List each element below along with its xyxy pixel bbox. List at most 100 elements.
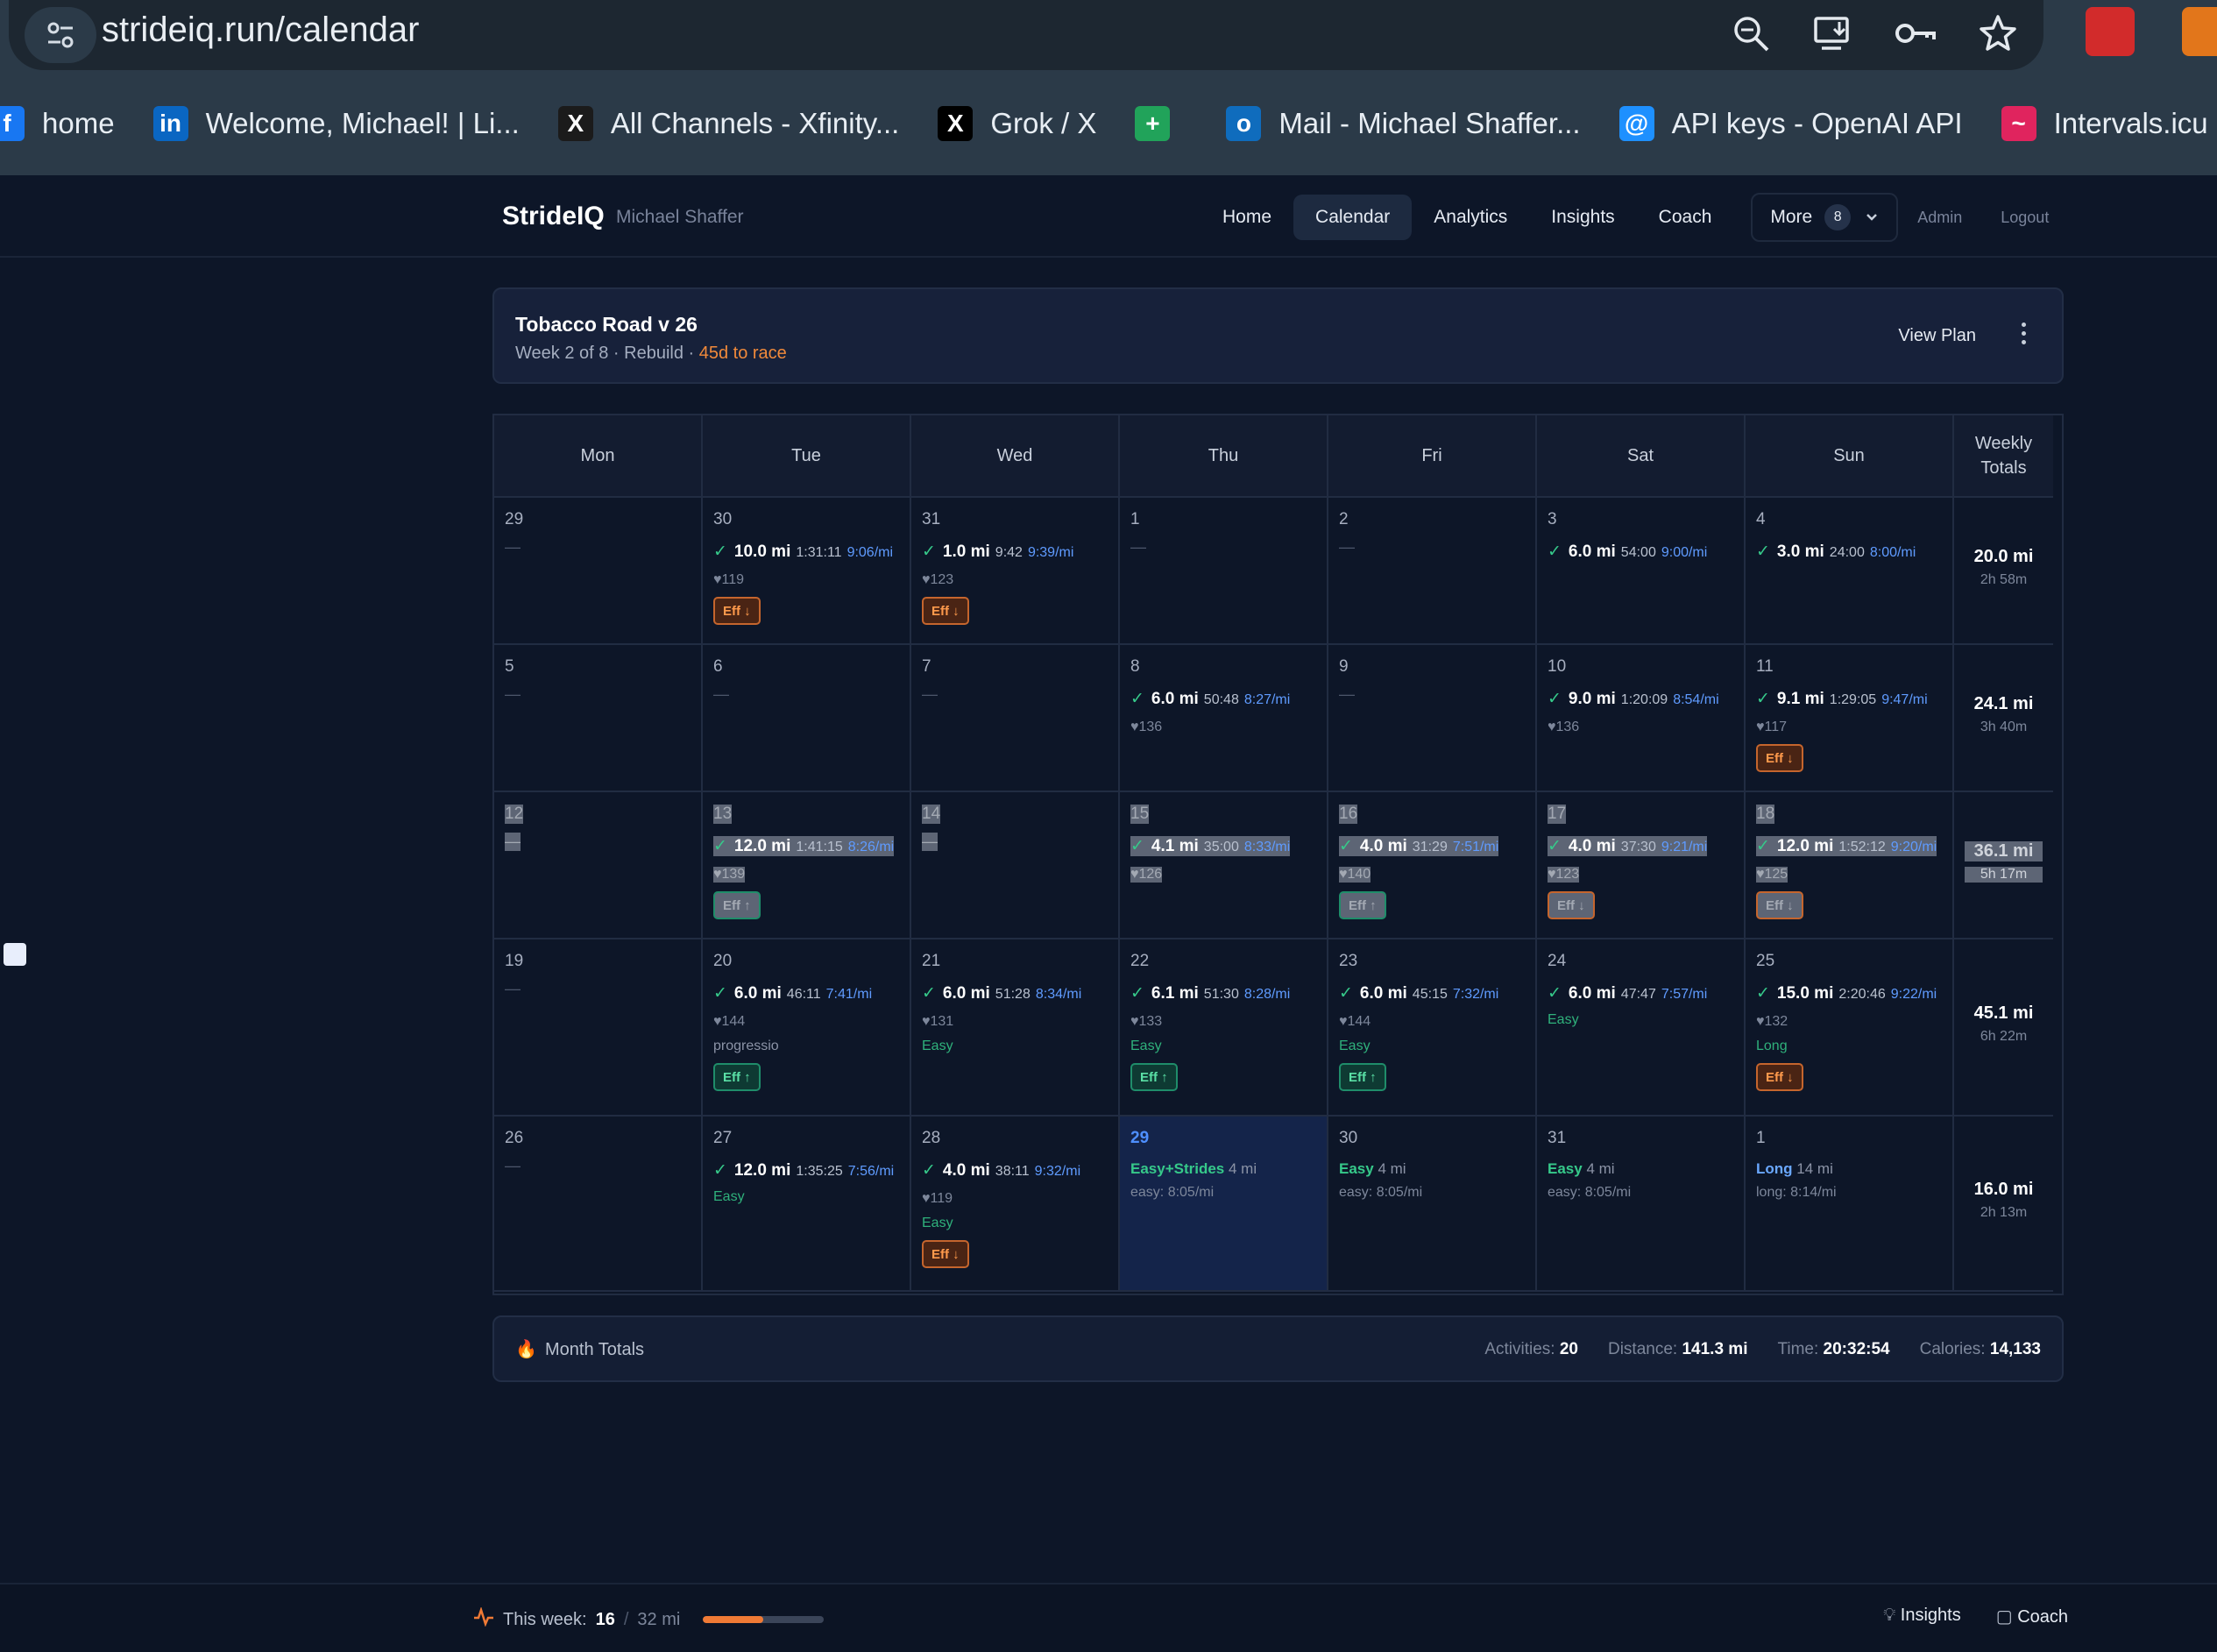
calendar-day-cell[interactable]: 13 ✓ 12.0 mi 1:41:15 8:26/mi ♥139 Eff ↑ xyxy=(703,792,911,939)
zoom-icon[interactable] xyxy=(1726,9,1775,58)
calendar-day-cell[interactable]: 30 Easy 4 mi easy: 8:05/mi xyxy=(1328,1117,1537,1292)
activity-summary[interactable]: ✓ 12.0 mi 1:35:25 7:56/mi xyxy=(713,1160,894,1181)
calendar-day-cell[interactable]: 10 ✓ 9.0 mi 1:20:09 8:54/mi ♥136 xyxy=(1537,645,1746,792)
calendar-day-cell[interactable]: 3 ✓ 6.0 mi 54:00 9:00/mi xyxy=(1537,498,1746,645)
bookmark-item[interactable]: X Grok / X xyxy=(938,106,1096,141)
calendar-day-cell[interactable]: 21 ✓ 6.0 mi 51:28 8:34/mi ♥131 Easy xyxy=(911,939,1120,1117)
calendar-day-cell[interactable]: 16 ✓ 4.0 mi 31:29 7:51/mi ♥140 Eff ↑ xyxy=(1328,792,1537,939)
calendar-day-cell[interactable]: 12 — xyxy=(494,792,703,939)
activity-summary[interactable]: ✓ 12.0 mi 1:52:12 9:20/mi xyxy=(1756,836,1937,856)
activity-summary[interactable]: ✓ 1.0 mi 9:42 9:39/mi xyxy=(922,542,1073,562)
calendar-day-cell[interactable]: 20 ✓ 6.0 mi 46:11 7:41/mi ♥144 progressio Eff ↑ xyxy=(703,939,911,1117)
calendar-day-cell[interactable]: 18 ✓ 12.0 mi 1:52:12 9:20/mi ♥125 Eff ↓ xyxy=(1746,792,1954,939)
install-app-icon[interactable] xyxy=(1809,9,1858,58)
calendar-day-cell[interactable]: 23 ✓ 6.0 mi 45:15 7:32/mi ♥144 Easy Eff ↑ xyxy=(1328,939,1537,1117)
calendar-day-cell[interactable]: 1— xyxy=(1120,498,1328,645)
footer-coach-link[interactable]: ▢ Coach xyxy=(1995,1607,2068,1627)
view-plan-button[interactable]: View Plan xyxy=(1898,326,1976,345)
activity-summary[interactable]: ✓ 9.0 mi 1:20:09 8:54/mi xyxy=(1548,689,1719,709)
calendar-day-cell[interactable]: 24 ✓ 6.0 mi 47:47 7:57/mi Easy xyxy=(1537,939,1746,1117)
calendar-day-cell[interactable]: 22 ✓ 6.1 mi 51:30 8:28/mi ♥133 Easy Eff ↑ xyxy=(1120,939,1328,1117)
activity-summary[interactable]: ✓ 4.0 mi 38:11 9:32/mi xyxy=(922,1160,1080,1181)
bookmark-item[interactable]: in Welcome, Michael! | Li... xyxy=(152,106,520,141)
calendar-day-cell[interactable]: 28 ✓ 4.0 mi 38:11 9:32/mi ♥119 Easy Eff ↓ xyxy=(911,1117,1120,1292)
footer-insights-link[interactable]: 💡︎ Insights xyxy=(1883,1606,1961,1625)
nav-insights[interactable]: Insights xyxy=(1551,207,1615,227)
planned-workout[interactable]: Easy+Strides 4 mi xyxy=(1130,1160,1316,1178)
more-options-icon[interactable] xyxy=(2018,323,2029,344)
efficiency-badge[interactable]: Eff ↓ xyxy=(1548,891,1595,919)
nav-analytics[interactable]: Analytics xyxy=(1434,207,1508,227)
bookmark-item[interactable]: + xyxy=(1135,106,1187,141)
calendar-day-cell[interactable]: 29 Easy+Strides 4 mi easy: 8:05/mi xyxy=(1120,1117,1328,1292)
address-bar[interactable]: strideiq.run/calendar xyxy=(9,0,2043,70)
activity-summary[interactable]: ✓ 4.1 mi 35:00 8:33/mi xyxy=(1130,836,1291,856)
calendar-day-cell[interactable]: 31 ✓ 1.0 mi 9:42 9:39/mi ♥123 Eff ↓ xyxy=(911,498,1120,645)
calendar-day-cell[interactable]: 27 ✓ 12.0 mi 1:35:25 7:56/mi Easy xyxy=(703,1117,911,1292)
site-settings-icon[interactable] xyxy=(25,7,96,63)
calendar-day-cell[interactable]: 1 Long 14 mi long: 8:14/mi xyxy=(1746,1117,1954,1292)
brand-logo[interactable]: StrideIQ xyxy=(502,202,605,230)
calendar-day-cell[interactable]: 6— xyxy=(703,645,911,792)
activity-summary[interactable]: ✓ 6.1 mi 51:30 8:28/mi xyxy=(1130,983,1290,1003)
bookmark-item[interactable]: ~ Intervals.icu xyxy=(2001,106,2208,141)
activity-summary[interactable]: ✓ 4.0 mi 31:29 7:51/mi xyxy=(1339,836,1499,856)
activity-summary[interactable]: ✓ 3.0 mi 24:00 8:00/mi xyxy=(1756,542,1916,562)
calendar-day-cell[interactable]: 25 ✓ 15.0 mi 2:20:46 9:22/mi ♥132 Long Eff ↓ xyxy=(1746,939,1954,1117)
metamask-extension-icon[interactable] xyxy=(2182,7,2217,56)
activity-summary[interactable]: ✓ 6.0 mi 46:11 7:41/mi xyxy=(713,983,872,1003)
efficiency-badge[interactable]: Eff ↓ xyxy=(922,597,969,625)
efficiency-badge[interactable]: Eff ↓ xyxy=(1756,891,1803,919)
activity-summary[interactable]: ✓ 15.0 mi 2:20:46 9:22/mi xyxy=(1756,983,1937,1003)
nav-home[interactable]: Home xyxy=(1222,207,1272,227)
calendar-day-cell[interactable]: 30 ✓ 10.0 mi 1:31:11 9:06/mi ♥119 Eff ↓ xyxy=(703,498,911,645)
bookmark-star-icon[interactable] xyxy=(1973,9,2022,58)
efficiency-badge[interactable]: Eff ↓ xyxy=(1756,744,1803,772)
activity-summary[interactable]: ✓ 6.0 mi 45:15 7:32/mi xyxy=(1339,983,1498,1003)
activity-summary[interactable]: ✓ 6.0 mi 54:00 9:00/mi xyxy=(1548,542,1707,562)
calendar-day-cell[interactable]: 29 — xyxy=(494,498,703,645)
calendar-day-cell[interactable]: 17 ✓ 4.0 mi 37:30 9:21/mi ♥123 Eff ↓ xyxy=(1537,792,1746,939)
activity-summary[interactable]: ✓ 4.0 mi 37:30 9:21/mi xyxy=(1548,836,1708,856)
calendar-day-cell[interactable]: 5— xyxy=(494,645,703,792)
efficiency-badge[interactable]: Eff ↑ xyxy=(713,891,761,919)
efficiency-badge[interactable]: Eff ↑ xyxy=(1130,1063,1178,1091)
efficiency-badge[interactable]: Eff ↑ xyxy=(713,1063,761,1091)
calendar-day-cell[interactable]: 8 ✓ 6.0 mi 50:48 8:27/mi ♥136 xyxy=(1120,645,1328,792)
calendar-day-cell[interactable]: 9— xyxy=(1328,645,1537,792)
url-text[interactable]: strideiq.run/calendar xyxy=(102,11,420,49)
planned-workout[interactable]: Easy 4 mi xyxy=(1339,1160,1525,1178)
efficiency-badge[interactable]: Eff ↓ xyxy=(713,597,761,625)
activity-summary[interactable]: ✓ 6.0 mi 50:48 8:27/mi xyxy=(1130,689,1290,709)
efficiency-badge[interactable]: Eff ↑ xyxy=(1339,1063,1386,1091)
calendar-day-cell[interactable]: 14 — xyxy=(911,792,1120,939)
nav-coach[interactable]: Coach xyxy=(1658,207,1712,227)
calendar-day-cell[interactable]: 11 ✓ 9.1 mi 1:29:05 9:47/mi ♥117 Eff ↓ xyxy=(1746,645,1954,792)
activity-summary[interactable]: ✓ 6.0 mi 51:28 8:34/mi xyxy=(922,983,1081,1003)
nav-calendar[interactable]: Calendar xyxy=(1293,195,1413,240)
planned-workout[interactable]: Long 14 mi xyxy=(1756,1160,1942,1178)
activity-summary[interactable]: ✓ 9.1 mi 1:29:05 9:47/mi xyxy=(1756,689,1928,709)
activity-summary[interactable]: ✓ 12.0 mi 1:41:15 8:26/mi xyxy=(713,836,895,856)
calendar-day-cell[interactable]: 19 — xyxy=(494,939,703,1117)
bookmark-item[interactable]: X All Channels - Xfinity... xyxy=(557,106,899,141)
bookmark-item[interactable]: @ API keys - OpenAI API xyxy=(1618,106,1963,141)
calendar-day-cell[interactable]: 15 ✓ 4.1 mi 35:00 8:33/mi ♥126 xyxy=(1120,792,1328,939)
calendar-day-cell[interactable]: 2— xyxy=(1328,498,1537,645)
activity-summary[interactable]: ✓ 6.0 mi 47:47 7:57/mi xyxy=(1548,983,1707,1003)
efficiency-badge[interactable]: Eff ↓ xyxy=(1756,1063,1803,1091)
calendar-day-cell[interactable]: 31 Easy 4 mi easy: 8:05/mi xyxy=(1537,1117,1746,1292)
bookmark-item[interactable]: o Mail - Michael Shaffer... xyxy=(1226,106,1581,141)
planned-workout[interactable]: Easy 4 mi xyxy=(1548,1160,1733,1178)
calendar-day-cell[interactable]: 7— xyxy=(911,645,1120,792)
efficiency-badge[interactable]: Eff ↑ xyxy=(1339,891,1386,919)
pdf-extension-icon[interactable] xyxy=(2086,7,2135,56)
activity-summary[interactable]: ✓ 10.0 mi 1:31:11 9:06/mi xyxy=(713,542,893,562)
nav-more-dropdown[interactable]: More 8 xyxy=(1751,193,1899,242)
bookmark-item[interactable]: f home xyxy=(0,106,115,141)
efficiency-badge[interactable]: Eff ↓ xyxy=(922,1240,969,1268)
calendar-day-cell[interactable]: 4 ✓ 3.0 mi 24:00 8:00/mi xyxy=(1746,498,1954,645)
translate-icon[interactable] xyxy=(4,943,26,966)
nav-admin[interactable]: Admin xyxy=(1917,208,1963,226)
password-key-icon[interactable] xyxy=(1891,9,1940,58)
